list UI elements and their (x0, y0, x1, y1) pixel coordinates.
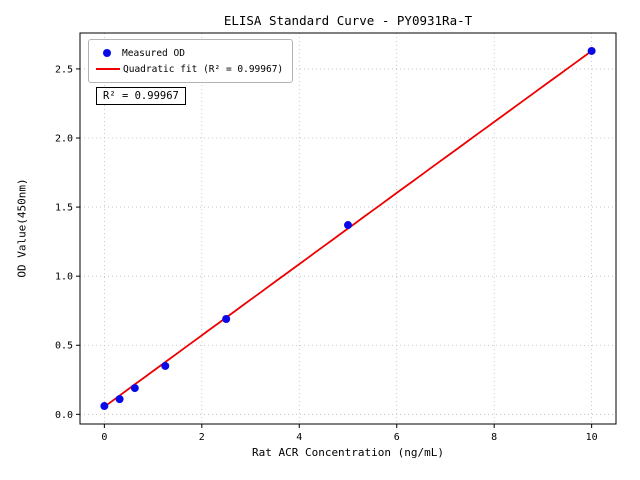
legend-label-quadratic-fit: Quadratic fit (R² = 0.99967) (123, 63, 284, 75)
r-squared-annotation: R² = 0.99967 (96, 87, 186, 105)
x-axis-label: Rat ACR Concentration (ng/mL) (251, 446, 445, 459)
x-tick-label: 2 (199, 432, 205, 443)
y-tick-label: 0.5 (55, 341, 73, 352)
plot-border (79, 32, 617, 425)
data-point (115, 395, 124, 404)
y-axis-label: OD Value(450nm) (15, 178, 29, 278)
legend: Measured OD Quadratic fit (R² = 0.99967) (88, 39, 294, 83)
x-tick-label: 4 (296, 432, 302, 443)
legend-item-quadratic-fit: Quadratic fit (R² = 0.99967) (96, 61, 283, 77)
x-tick-label: 6 (394, 432, 400, 443)
legend-item-measured-od: Measured OD (96, 45, 283, 61)
y-tick-label: 0.0 (55, 410, 73, 421)
line-marker-icon (96, 68, 120, 70)
y-tick-label: 1.0 (55, 272, 73, 283)
data-point (344, 221, 352, 230)
data-point (130, 384, 139, 393)
y-tick-label: 1.5 (55, 203, 73, 214)
data-point (100, 402, 109, 411)
data-point (161, 361, 170, 370)
x-tick-label: 0 (101, 432, 107, 443)
legend-label-measured-od: Measured OD (122, 47, 185, 59)
y-tick-label: 2.0 (55, 134, 73, 145)
y-tick-label: 2.5 (55, 64, 73, 75)
x-tick-label: 10 (586, 432, 598, 443)
data-point (222, 314, 231, 323)
data-point (587, 46, 596, 55)
chart-title: ELISA Standard Curve - PY0931Ra-T (223, 13, 473, 28)
x-tick-label: 8 (491, 432, 497, 443)
scatter-marker-icon (103, 49, 111, 57)
